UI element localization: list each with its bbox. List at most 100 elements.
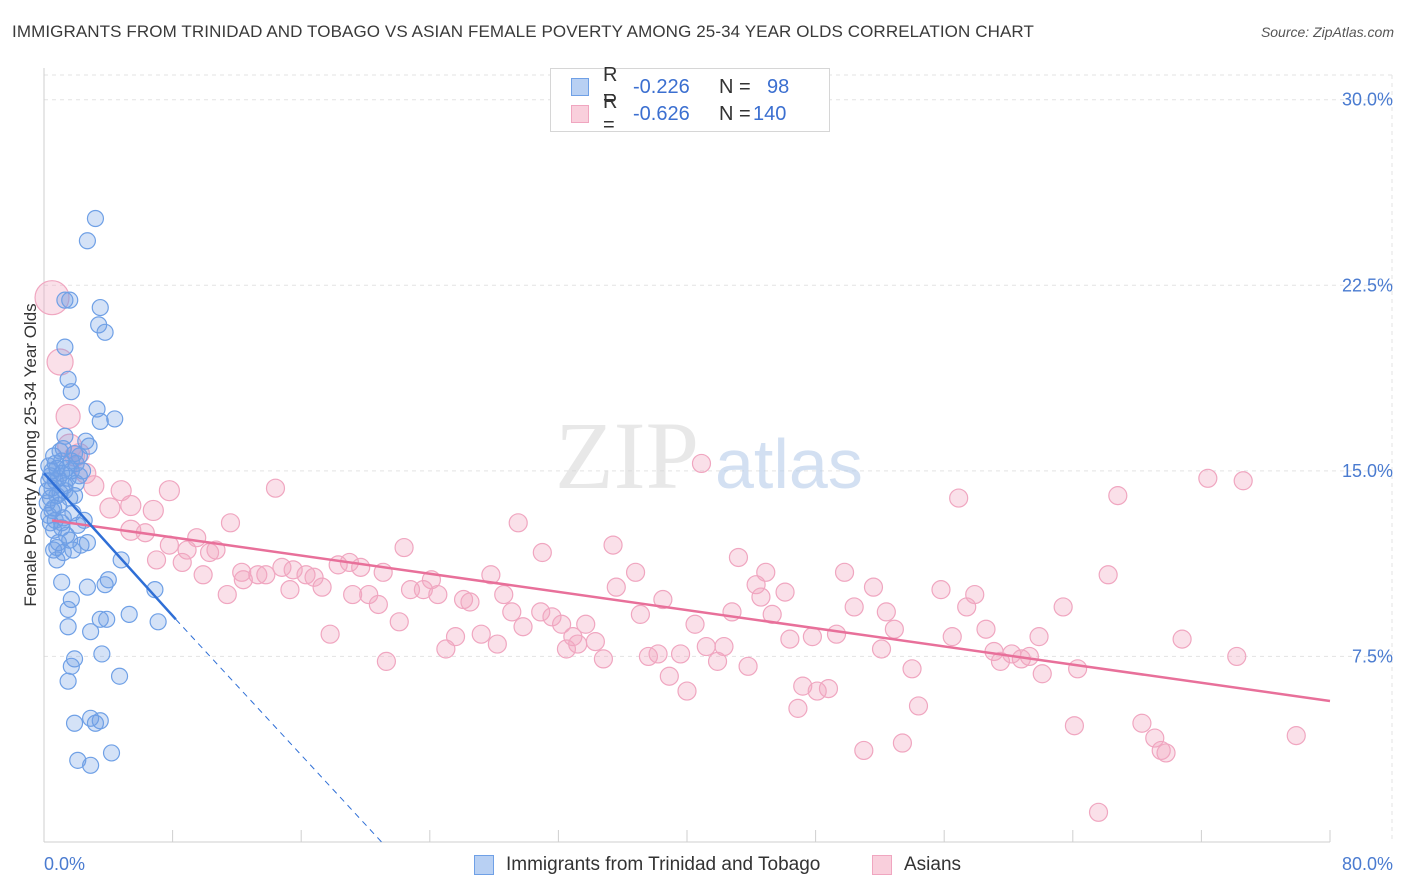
trinidad-point (59, 618, 77, 636)
trinidad-point (120, 605, 138, 623)
asians-point (788, 698, 808, 718)
trinidad-point (70, 467, 88, 485)
bottom-legend-label: Immigrants from Trinidad and Tobago (506, 854, 821, 875)
x-tick-label: 80.0% (1342, 854, 1393, 874)
asians-point (844, 597, 864, 617)
legend-n-value: 98 (767, 75, 790, 98)
asians-point (1227, 646, 1247, 667)
legend-n-label: N = (719, 75, 751, 98)
asians-trend-line (51, 519, 1331, 703)
asians-point (304, 567, 324, 587)
asians-point (976, 619, 996, 639)
trinidad-point (98, 610, 116, 628)
asians-point (1068, 659, 1088, 679)
legend-n-label: N = (719, 102, 751, 125)
asians-point (630, 604, 650, 624)
asians-point (625, 562, 646, 582)
trinidad-point (45, 541, 63, 559)
asians-point (206, 540, 226, 560)
asians-point (818, 678, 839, 699)
asians-point (343, 584, 363, 605)
asians-point (513, 617, 533, 637)
asians-point (902, 659, 922, 679)
trinidad-point (96, 576, 114, 594)
asians-point (172, 552, 192, 573)
asians-point (576, 614, 596, 634)
bottom-legend-trinidad: Immigrants from Trinidad and Tobago (474, 852, 820, 878)
trinidad-point (61, 531, 79, 549)
trinidad-point (56, 291, 74, 309)
trinidad-point (99, 571, 117, 589)
trinidad-point (110, 667, 129, 685)
y-axis-label: Female Poverty Among 25-34 Year Olds (21, 303, 40, 606)
asians-point (142, 499, 164, 522)
asians-point (942, 627, 962, 647)
asians-point (854, 740, 874, 761)
trinidad-point (59, 672, 77, 690)
asians-point (508, 513, 528, 533)
asians-points (34, 280, 1306, 822)
axes (43, 68, 1331, 843)
trinidad-trend-line (43, 472, 177, 621)
asians-point (751, 587, 771, 607)
blue-swatch-icon (571, 78, 589, 96)
asians-point (1098, 565, 1118, 585)
asians-point (728, 547, 749, 568)
asians-point (863, 577, 884, 597)
trinidad-point (106, 410, 124, 428)
asians-point (217, 584, 237, 605)
asians-point (775, 582, 795, 602)
trinidad-point (78, 578, 97, 596)
trinidad-point (93, 645, 111, 663)
asians-point (834, 562, 855, 582)
trinidad-point (149, 613, 167, 631)
asians-point (265, 478, 286, 498)
asians-point (532, 542, 552, 563)
trinidad-point (69, 751, 87, 769)
pink-swatch-icon (872, 855, 892, 875)
asians-point (158, 480, 180, 502)
trinidad-point (43, 501, 61, 520)
bottom-legend-label: Asians (904, 854, 962, 875)
asians-point (931, 580, 951, 600)
asians-point (351, 557, 371, 577)
asians-point (1172, 629, 1192, 649)
asians-point (1088, 802, 1109, 822)
asians-point (1286, 726, 1306, 746)
y-tick-label: 15.0% (1342, 461, 1393, 481)
asians-point (494, 584, 514, 605)
asians-point (1029, 627, 1049, 647)
asians-point (1198, 468, 1218, 488)
asians-point (780, 629, 800, 649)
tick-labels: 7.5% 15.0% 22.5% 30.0% 0.0% 80.0% (44, 90, 1393, 874)
watermark-zip: ZIP (555, 402, 699, 509)
asians-point (256, 565, 276, 585)
asians-point (1032, 664, 1052, 684)
trinidad-point (78, 232, 97, 250)
trinidad-point (53, 519, 71, 537)
legend-r-value: -0.226 (633, 75, 690, 98)
trinidad-point (91, 298, 109, 317)
asians-point (1053, 597, 1073, 617)
asians-point (120, 494, 142, 517)
asians-point (1233, 471, 1253, 491)
asians-point (1108, 486, 1128, 506)
asians-point (603, 535, 623, 555)
y-tick-label: 30.0% (1342, 90, 1393, 110)
asians-point (220, 513, 241, 533)
asians-point (359, 584, 379, 605)
asians-point (653, 589, 673, 610)
asians-point (949, 488, 969, 508)
correlation-legend: R = -0.226 N = 98 R = -0.626 N = 140 (550, 64, 830, 136)
trinidad-point (86, 714, 105, 732)
asians-point (714, 636, 734, 657)
asians-point (884, 619, 904, 639)
trinidad-point (41, 514, 60, 532)
asians-point (793, 676, 813, 696)
asians-point (394, 537, 414, 558)
trinidad-points (38, 209, 167, 774)
trinidad-point (56, 482, 74, 500)
asians-point (389, 612, 409, 632)
asians-point (481, 565, 501, 585)
trinidad-point (86, 209, 105, 228)
